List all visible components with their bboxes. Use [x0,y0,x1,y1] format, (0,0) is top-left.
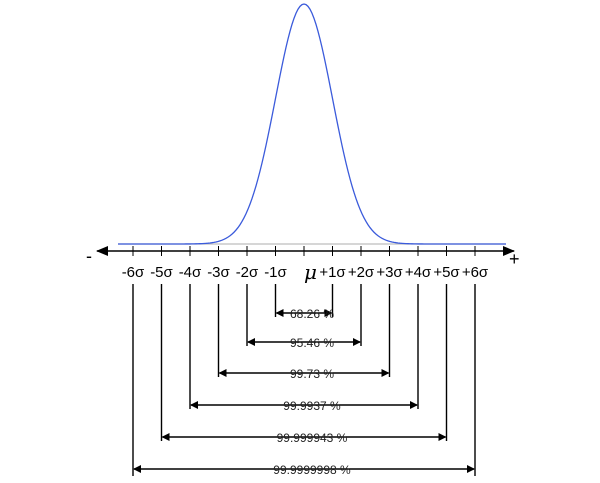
axis-ticks [132,246,476,256]
range-percentage-label: 99.9999998 % [273,463,351,477]
sigma-tick-label: -6σ [122,264,145,281]
sigma-tick-label: +1σ [319,264,346,281]
sigma-tick-label: -5σ [150,264,173,281]
sigma-tick-label: -1σ [264,264,287,281]
sigma-tick-label: -2σ [236,264,259,281]
sigma-tick-label: -3σ [207,264,230,281]
axis-plus-label: + [509,249,520,269]
mean-label: μ [304,260,317,284]
sigma-tick-labels: -6σ -5σ -4σ -3σ -2σ -1σ +1σ +2σ +3σ +4σ +5σ +6σ [122,264,489,281]
sigma-tick-label: -4σ [179,264,202,281]
range-percentage-label: 99.73 % [290,367,334,381]
axis-minus-label: - [86,246,92,266]
bell-curve [118,3,506,245]
range-percentage-label: 95.46 % [290,336,334,350]
range-percentage-label: 68.26 % [290,307,334,321]
sigma-ranges: 68.26 % 95.46 % 99.73 % 99.9937 % 99.999943 … [132,284,476,477]
sigma-tick-label: +4σ [405,264,432,281]
sigma-tick-label: +2σ [348,264,375,281]
range-percentage-label: 99.9937 % [283,399,341,413]
sigma-tick-label: +6σ [462,264,489,281]
sigma-tick-label: +5σ [433,264,460,281]
sigma-tick-label: +3σ [376,264,403,281]
range-percentage-label: 99.999943 % [277,431,348,445]
